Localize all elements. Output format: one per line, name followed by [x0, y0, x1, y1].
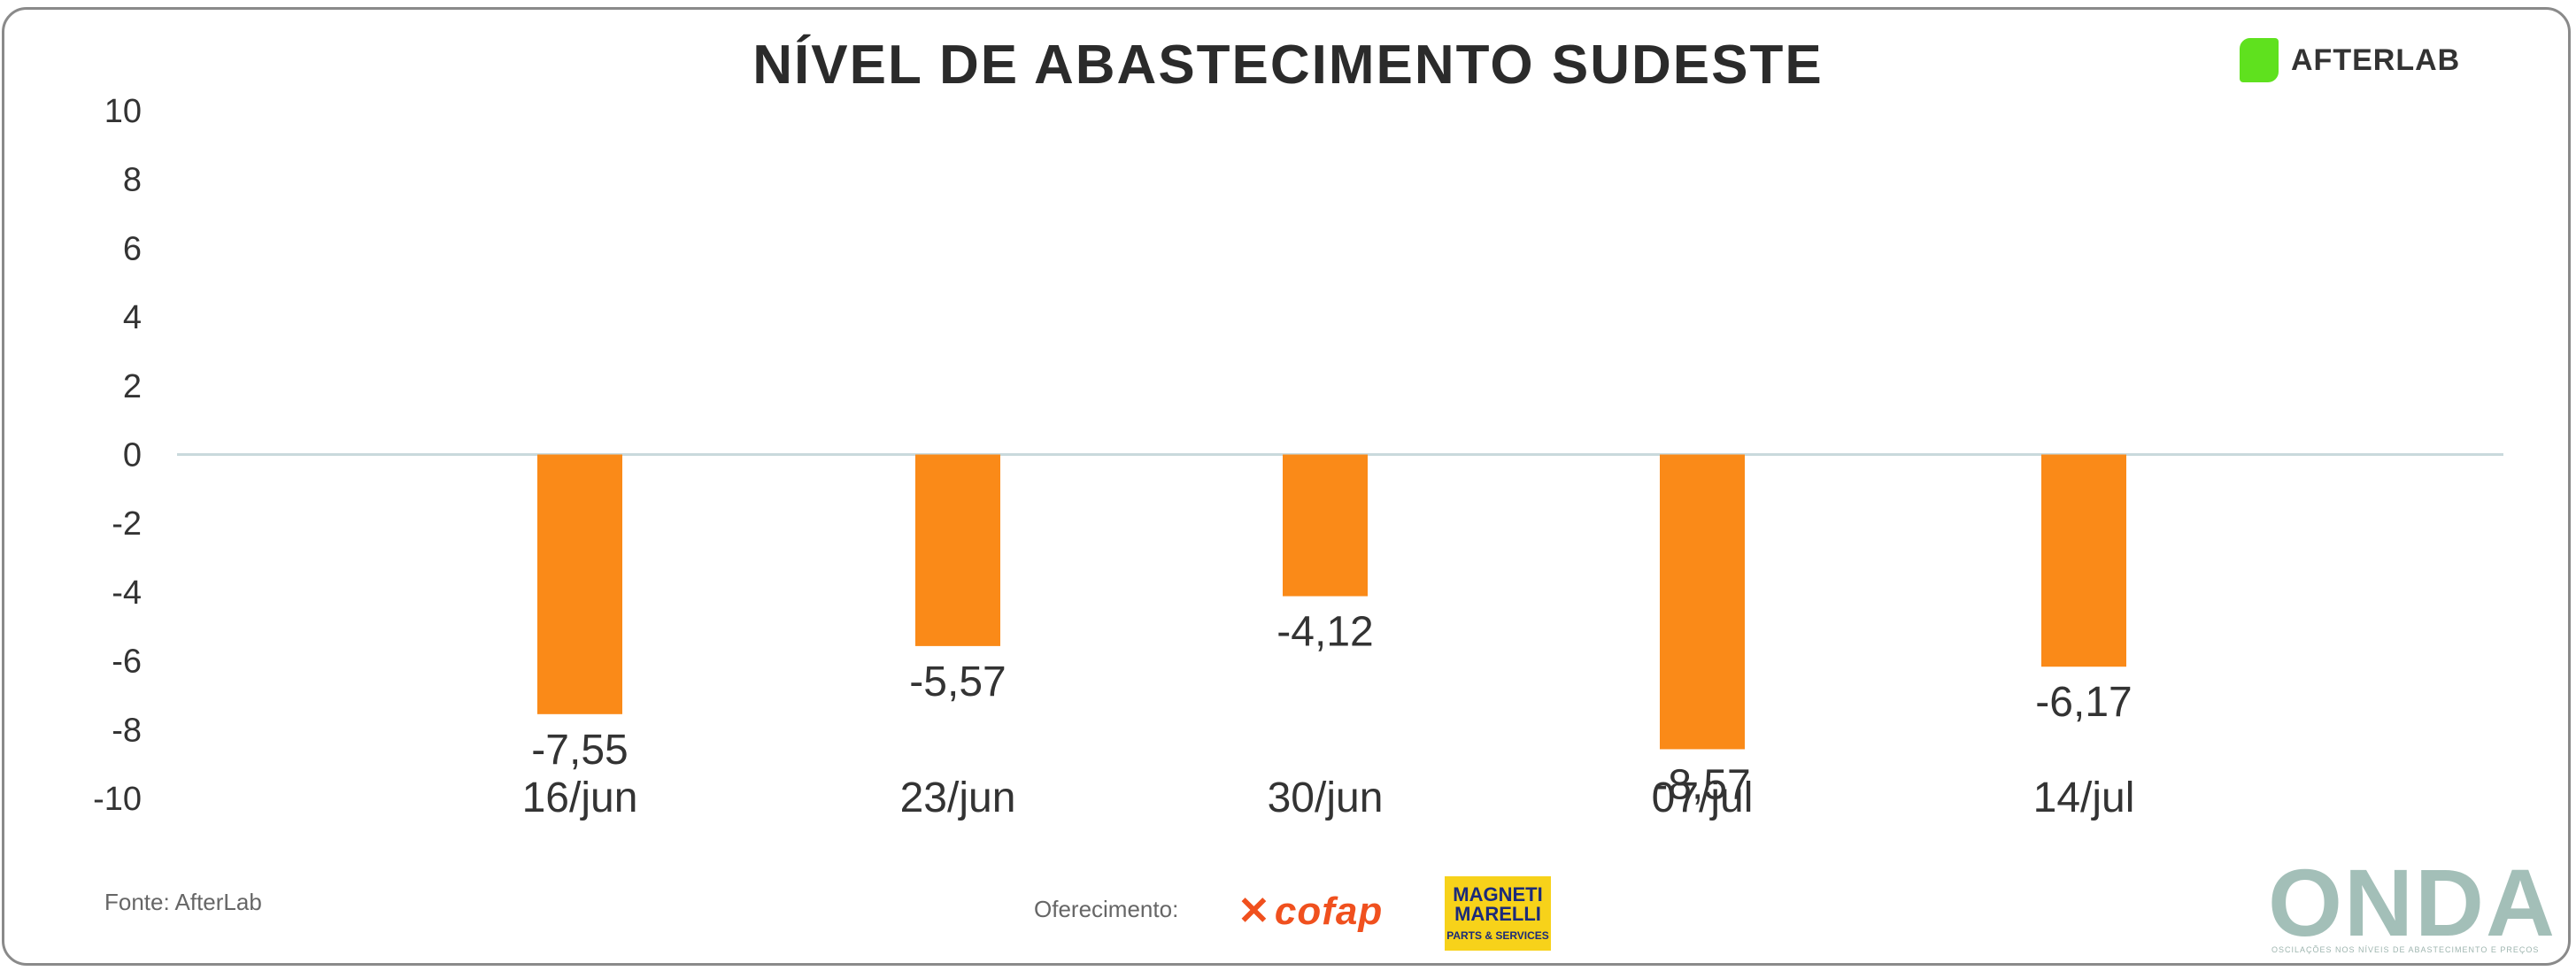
y-tick-label: 2 [123, 368, 142, 405]
magneti-marelli-logo-subtext: PARTS & SERVICES [1446, 929, 1549, 942]
bar [1660, 454, 1745, 750]
source-note: Fonte: AfterLab [104, 889, 262, 915]
y-tick-label: 6 [123, 230, 142, 267]
x-tick-label: 16/jun [522, 774, 638, 821]
bar [1283, 454, 1368, 597]
data-label: -8,57 [1654, 761, 1750, 808]
y-tick-label: -8 [112, 712, 142, 749]
onda-logo: ONDA [2268, 849, 2557, 956]
afterlab-logo-text: AFTERLAB [2291, 42, 2461, 77]
x-tick-label: 23/jun [900, 774, 1016, 821]
afterlab-logo: AFTERLAB [2240, 34, 2460, 87]
bar [537, 454, 622, 714]
sponsor-label: Oferecimento: [1034, 896, 1179, 922]
y-tick-label: 4 [123, 299, 142, 336]
y-tick-label: -10 [93, 781, 142, 818]
onda-tagline: OSCILAÇÕES NOS NÍVEIS DE ABASTECIMENTO E… [2271, 945, 2540, 954]
cofap-logo-text: cofap [1274, 890, 1384, 933]
data-label: -5,57 [909, 659, 1006, 705]
data-label: -6,17 [2035, 679, 2132, 726]
chart-title: NÍVEL DE ABASTECIMENTO SUDESTE [752, 35, 1824, 96]
cofap-logo: ✕cofap [1238, 889, 1383, 934]
cofap-x-icon: ✕ [1238, 890, 1271, 933]
y-tick-label: -6 [112, 643, 142, 681]
bar [2041, 454, 2126, 667]
bar [915, 454, 1000, 646]
data-label: -4,12 [1276, 609, 1373, 656]
y-tick-label: -4 [112, 574, 142, 612]
x-tick-label: 14/jul [2033, 774, 2135, 821]
x-tick-label: 30/jun [1268, 774, 1384, 821]
data-label: -7,55 [531, 727, 628, 774]
afterlab-logo-icon [2240, 38, 2279, 82]
x-tick-label: 07/jul [1652, 774, 1754, 821]
y-tick-label: 0 [123, 437, 142, 474]
y-tick-label: -2 [112, 505, 142, 543]
magneti-marelli-logo: MAGNETI MARELLI PARTS & SERVICES [1445, 876, 1551, 951]
y-tick-label: 10 [104, 93, 142, 130]
y-tick-label: 8 [123, 162, 142, 199]
magneti-marelli-logo-text: MAGNETI MARELLI [1453, 883, 1543, 925]
